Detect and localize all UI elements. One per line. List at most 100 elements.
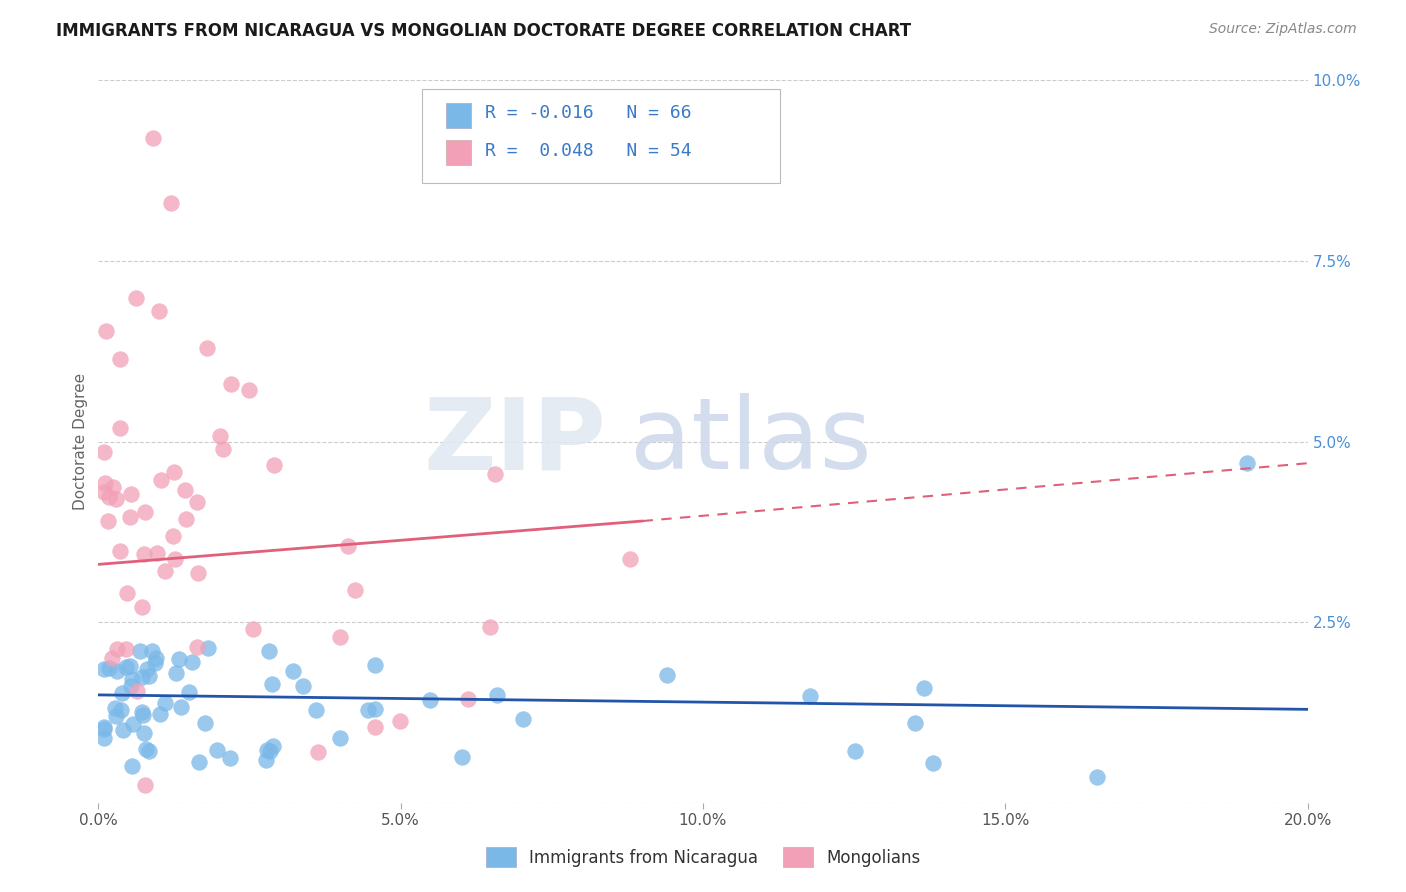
Point	[118, 510, 141, 524]
Point	[197, 641, 219, 656]
Point	[165, 666, 187, 681]
Point	[419, 693, 441, 707]
Point	[336, 539, 359, 553]
Point	[329, 630, 352, 644]
Point	[163, 552, 186, 566]
Point	[134, 778, 156, 792]
Point	[451, 749, 474, 764]
Point	[93, 720, 115, 734]
Text: R = -0.016   N = 66: R = -0.016 N = 66	[485, 104, 692, 122]
Point	[141, 644, 163, 658]
Point	[148, 304, 170, 318]
Point	[167, 652, 190, 666]
Point	[205, 743, 228, 757]
Point	[136, 662, 159, 676]
Point	[457, 692, 479, 706]
Point	[110, 352, 132, 367]
Point	[110, 703, 132, 717]
Point	[263, 458, 285, 473]
Point	[129, 643, 152, 657]
Point	[93, 662, 115, 676]
Point	[94, 475, 117, 490]
Point	[114, 660, 136, 674]
Point	[922, 756, 945, 770]
Point	[262, 677, 284, 691]
Y-axis label: Doctorate Degree: Doctorate Degree	[73, 373, 89, 510]
Point	[307, 745, 329, 759]
Point	[305, 703, 328, 717]
Text: Source: ZipAtlas.com: Source: ZipAtlas.com	[1209, 22, 1357, 37]
Point	[112, 723, 135, 737]
Point	[138, 743, 160, 757]
Point	[1085, 771, 1108, 785]
Point	[132, 547, 155, 561]
Point	[142, 131, 165, 145]
Point	[104, 708, 127, 723]
Point	[329, 731, 352, 746]
Point	[221, 376, 243, 391]
Point	[485, 688, 508, 702]
Point	[131, 705, 153, 719]
Point	[160, 196, 183, 211]
Point	[121, 679, 143, 693]
Point	[125, 291, 148, 305]
Point	[619, 552, 641, 566]
Point	[101, 480, 124, 494]
Point	[186, 640, 208, 654]
Point	[93, 722, 115, 736]
Point	[256, 743, 278, 757]
Point	[212, 442, 235, 456]
Point	[120, 486, 142, 500]
Text: atlas: atlas	[630, 393, 872, 490]
Point	[655, 668, 678, 682]
Point	[259, 744, 281, 758]
Point	[153, 564, 176, 578]
Point	[134, 725, 156, 739]
Point	[138, 668, 160, 682]
Point	[121, 759, 143, 773]
Point	[242, 622, 264, 636]
Point	[262, 739, 284, 754]
Point	[134, 506, 156, 520]
Point	[364, 701, 387, 715]
Point	[389, 714, 412, 728]
Point	[195, 341, 218, 355]
Point	[180, 656, 202, 670]
Point	[844, 744, 866, 758]
Point	[170, 700, 193, 714]
Point	[121, 672, 143, 686]
Point	[104, 701, 127, 715]
Point	[904, 716, 927, 731]
Point	[512, 712, 534, 726]
Point	[1236, 456, 1258, 470]
Point	[194, 715, 217, 730]
Point	[176, 511, 198, 525]
Point	[101, 650, 124, 665]
Legend: Immigrants from Nicaragua, Mongolians: Immigrants from Nicaragua, Mongolians	[479, 840, 927, 874]
Point	[98, 490, 121, 504]
Point	[122, 717, 145, 731]
Point	[93, 731, 115, 745]
Point	[149, 707, 172, 722]
Point	[281, 665, 304, 679]
Point	[484, 467, 506, 482]
Point	[163, 465, 186, 479]
Point	[357, 703, 380, 717]
Point	[363, 720, 385, 734]
Point	[344, 582, 367, 597]
Point	[257, 644, 280, 658]
Point	[162, 529, 184, 543]
Point	[238, 383, 260, 397]
Point	[145, 650, 167, 665]
Point	[188, 755, 211, 769]
Point	[478, 620, 501, 634]
Text: R =  0.048   N = 54: R = 0.048 N = 54	[485, 142, 692, 160]
Point	[111, 686, 134, 700]
Point	[254, 753, 277, 767]
Point	[118, 658, 141, 673]
Point	[131, 670, 153, 684]
Point	[97, 514, 120, 528]
Point	[131, 599, 153, 614]
Point	[110, 543, 132, 558]
Point	[208, 429, 231, 443]
